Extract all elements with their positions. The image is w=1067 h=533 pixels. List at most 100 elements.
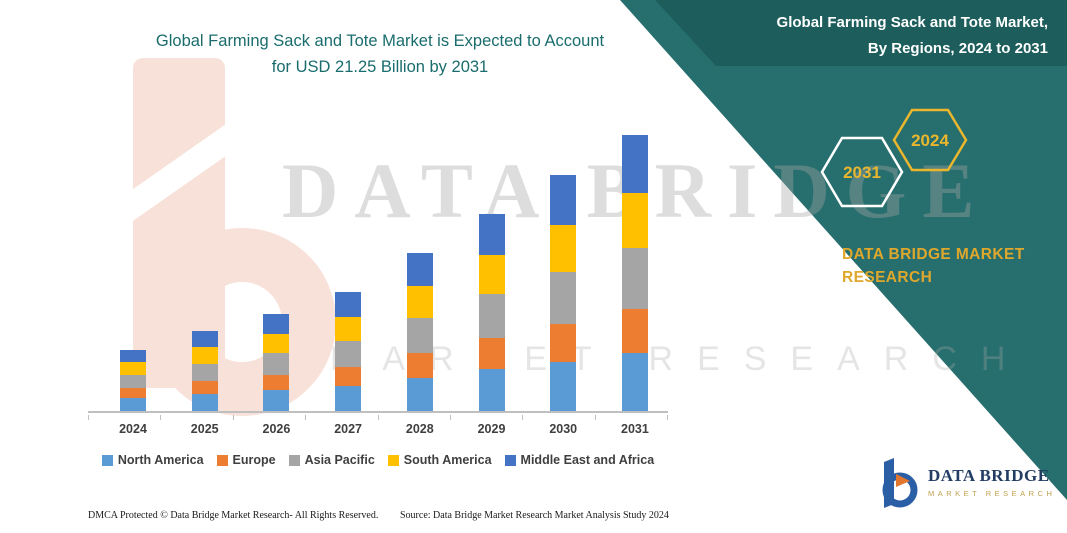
axis-tick [88,415,89,420]
bar-segment-south-america [263,333,290,354]
x-tick-label-2029: 2029 [477,422,506,436]
bar-segment-north-america [406,377,433,411]
legend-label-south-america: South America [403,453,492,467]
bar-segment-north-america [120,398,146,411]
x-tick-label-2031: 2031 [621,422,649,436]
chart-title: Global Farming Sack and Tote Market is E… [110,28,650,80]
x-tick-label-2030: 2030 [549,422,578,436]
hexagon-badges: 2031 2024 [820,108,968,208]
bar-segment-north-america [621,353,648,411]
bar-segment-middle-east-and-africa [335,291,362,317]
bar-segment-south-america [406,285,433,318]
bar-segment-europe [191,381,218,395]
bar-segment-europe [335,366,362,386]
axis-tick [377,415,379,420]
legend-item-asia-pacific: Asia Pacific [288,453,375,467]
legend-label-north-america: North America [117,453,204,467]
brand-text-line2: RESEARCH [842,269,933,286]
region-banner-line1: Global Farming Sack and Tote Market, [776,14,1048,31]
bar-stack-2029 [478,213,505,411]
x-axis-labels: 2024 2025 2026 2027 2028 2029 2030 2031 [88,422,668,436]
bar-segment-middle-east-and-africa [621,135,648,193]
bar-segment-north-america [550,361,577,411]
bar-group-2031 [602,135,668,411]
bar-stack-2027 [335,291,362,411]
bar-segment-asia-pacific [406,317,433,353]
bar-segment-asia-pacific [335,340,362,367]
bar-stack-2024 [120,350,146,411]
hexagon-2031-outline [820,136,904,208]
x-tick-label-2026: 2026 [262,422,291,436]
legend-item-europe: Europe [216,453,276,467]
watermark-marketresearch-text: MARKET RESEARCH [330,340,1030,378]
bar-segment-middle-east-and-africa [263,313,290,334]
logo-tagline: MARKET RESEARCH [928,489,1056,498]
bar-segment-asia-pacific [191,363,218,382]
axis-tick [594,415,596,420]
bar-segment-europe [406,352,433,378]
bar-segment-south-america [478,254,505,295]
bar-segment-europe [550,323,577,362]
bar-stack-2028 [406,252,433,411]
brand-text: DATA BRIDGE MARKET RESEARCH [842,243,1025,289]
bar-group-2030 [530,174,596,411]
bar-segment-south-america [335,316,362,341]
hexagon-2024-label: 2024 [911,131,949,150]
legend-item-north-america: North America [101,453,204,467]
company-logo: DATA BRIDGE MARKET RESEARCH [874,456,1055,508]
legend-swatch-south-america [387,454,399,466]
logo-text-block: DATA BRIDGE MARKET RESEARCH [928,466,1055,498]
bar-segment-north-america [263,390,290,411]
hexagon-2024-outline [892,108,968,172]
logo-company-name: DATA BRIDGE [928,466,1050,485]
legend-item-middle-east-and-africa: Middle East and Africa [504,453,655,467]
bar-segment-asia-pacific [120,374,146,389]
legend-item-south-america: South America [387,453,492,467]
legend-swatch-asia-pacific [288,454,300,466]
legend-swatch-middle-east-and-africa [504,454,516,466]
x-axis-ticks [88,415,668,420]
axis-tick [305,415,307,420]
bar-segment-middle-east-and-africa [550,174,577,225]
bar-stack-2025 [191,330,218,411]
bar-chart-plot-area [88,135,668,413]
bar-segment-south-america [621,192,648,249]
legend-label-asia-pacific: Asia Pacific [304,453,375,467]
axis-tick [449,415,451,420]
bar-segment-south-america [550,224,577,272]
bar-group-2026 [243,313,309,411]
x-tick-label-2027: 2027 [334,422,363,436]
footer-dmca-text: DMCA Protected © Data Bridge Market Rese… [88,510,379,521]
axis-tick [160,415,162,420]
bar-segment-europe [478,337,505,370]
bar-segment-south-america [191,347,218,364]
axis-tick [522,415,524,420]
bar-segment-south-america [120,362,146,375]
bar-segment-north-america [478,369,505,411]
bar-segment-asia-pacific [550,271,577,324]
x-tick-label-2024: 2024 [119,422,147,436]
region-banner-text: Global Farming Sack and Tote Market, By … [777,10,1048,62]
bar-group-2028 [387,252,453,411]
bar-group-2025 [172,330,238,411]
bar-segment-europe [120,388,146,398]
x-tick-label-2025: 2025 [190,422,219,436]
bar-segment-middle-east-and-africa [406,252,433,286]
bar-segment-middle-east-and-africa [191,330,218,348]
legend-swatch-north-america [101,454,113,466]
bar-group-2029 [459,213,525,411]
bar-segment-europe [621,309,648,354]
bar-segment-asia-pacific [263,353,290,375]
x-tick-label-2028: 2028 [405,422,434,436]
legend-label-middle-east-and-africa: Middle East and Africa [520,453,655,467]
bar-group-2024 [100,350,166,411]
axis-tick [667,415,668,420]
bar-group-2027 [315,291,381,411]
axis-tick [232,415,234,420]
databridge-logo-icon [882,458,918,508]
chart-title-line2: for USD 21.25 Billion by 2031 [271,58,489,76]
legend-swatch-europe [216,454,228,466]
bar-segment-middle-east-and-africa [478,213,505,255]
